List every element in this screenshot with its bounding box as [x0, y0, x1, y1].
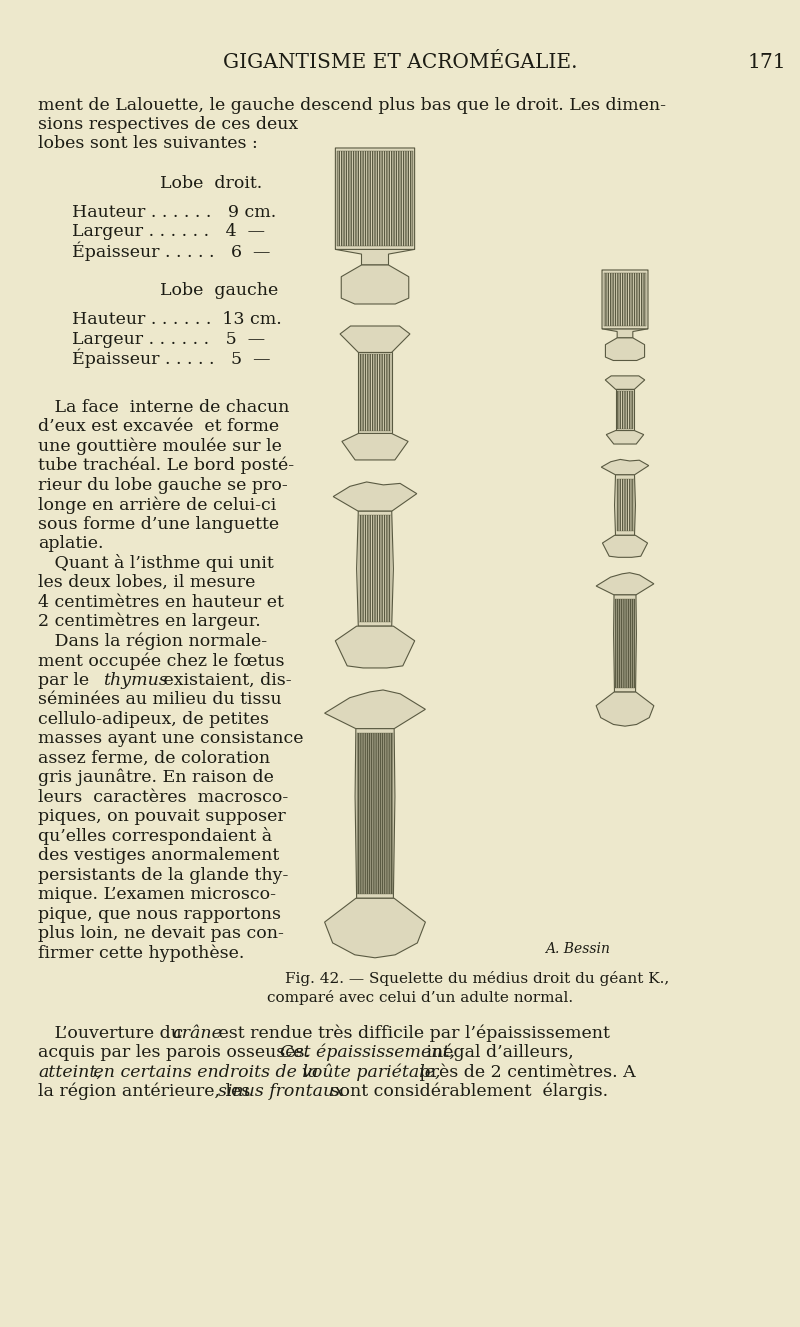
- Polygon shape: [340, 326, 410, 353]
- Polygon shape: [606, 338, 645, 361]
- Polygon shape: [357, 511, 394, 626]
- Polygon shape: [596, 573, 654, 594]
- Polygon shape: [596, 693, 654, 726]
- Text: masses ayant une consistance: masses ayant une consistance: [38, 730, 303, 747]
- Bar: [357, 733, 393, 894]
- Polygon shape: [614, 475, 635, 535]
- Text: Hauteur . . . . . .   9 cm.: Hauteur . . . . . . 9 cm.: [72, 204, 276, 220]
- Text: des vestiges anormalement: des vestiges anormalement: [38, 847, 279, 864]
- Text: existaient, dis-: existaient, dis-: [158, 671, 292, 689]
- Text: d’eux est excavée  et forme: d’eux est excavée et forme: [38, 418, 279, 435]
- Text: Dans la région normale-: Dans la région normale-: [38, 633, 267, 650]
- Text: une gouttière moulée sur le: une gouttière moulée sur le: [38, 438, 282, 455]
- Text: assez ferme, de coloration: assez ferme, de coloration: [38, 750, 270, 767]
- Text: inégal d’ailleurs,: inégal d’ailleurs,: [421, 1044, 574, 1062]
- Polygon shape: [325, 690, 426, 729]
- Text: L’ouverture du: L’ouverture du: [38, 1024, 187, 1042]
- Polygon shape: [342, 265, 409, 304]
- Polygon shape: [325, 898, 426, 958]
- Text: comparé avec celui d’un adulte normal.: comparé avec celui d’un adulte normal.: [267, 990, 573, 1005]
- Bar: [359, 354, 390, 431]
- Polygon shape: [342, 434, 408, 460]
- Polygon shape: [602, 459, 649, 475]
- Text: crâne: crâne: [172, 1024, 222, 1042]
- Text: Largeur . . . . . .   5  —: Largeur . . . . . . 5 —: [72, 330, 265, 348]
- Text: Quant à l’isthme qui unit: Quant à l’isthme qui unit: [38, 555, 274, 572]
- Text: lobes sont les suivantes :: lobes sont les suivantes :: [38, 135, 258, 153]
- Text: tube trachéal. Le bord posté-: tube trachéal. Le bord posté-: [38, 456, 294, 475]
- Text: Lobe  gauche: Lobe gauche: [160, 281, 278, 299]
- Text: sous forme d’une languette: sous forme d’une languette: [38, 516, 279, 532]
- Text: voûte pariétale,: voûte pariétale,: [302, 1063, 441, 1082]
- Text: mique. L’examen microsco-: mique. L’examen microsco-: [38, 886, 276, 904]
- Polygon shape: [355, 729, 395, 898]
- Bar: [359, 515, 390, 622]
- Text: aplatie.: aplatie.: [38, 535, 103, 552]
- Text: firmer cette hypothèse.: firmer cette hypothèse.: [38, 945, 244, 962]
- Text: thymus: thymus: [103, 671, 168, 689]
- Text: 4 centimètres en hauteur et: 4 centimètres en hauteur et: [38, 593, 284, 610]
- Text: Cet épaississement,: Cet épaississement,: [280, 1044, 455, 1062]
- Text: Fig. 42. — Squelette du médius droit du géant K.,: Fig. 42. — Squelette du médius droit du …: [285, 971, 670, 986]
- Polygon shape: [602, 535, 647, 557]
- Bar: [616, 389, 634, 430]
- Text: Lobe  droit.: Lobe droit.: [160, 174, 262, 191]
- Text: les deux lobes, il mesure: les deux lobes, il mesure: [38, 575, 255, 592]
- Text: pique, que nous rapportons: pique, que nous rapportons: [38, 906, 281, 922]
- Text: longe en arrière de celui-ci: longe en arrière de celui-ci: [38, 496, 276, 514]
- Text: ment de Lalouette, le gauche descend plus bas que le droit. Les dimen-: ment de Lalouette, le gauche descend plu…: [38, 97, 666, 114]
- Polygon shape: [606, 376, 645, 389]
- FancyBboxPatch shape: [602, 269, 648, 329]
- Text: en certains endroits de la: en certains endroits de la: [88, 1064, 324, 1080]
- Text: Largeur . . . . . .   4  —: Largeur . . . . . . 4 —: [72, 223, 265, 240]
- Text: persistants de la glande thy-: persistants de la glande thy-: [38, 867, 288, 884]
- Polygon shape: [614, 594, 637, 693]
- Text: 2 centimètres en largeur.: 2 centimètres en largeur.: [38, 613, 261, 630]
- Text: acquis par les parois osseuses.: acquis par les parois osseuses.: [38, 1044, 315, 1062]
- Polygon shape: [333, 482, 417, 511]
- Bar: [604, 273, 646, 326]
- Text: qu’elles correspondaient à: qu’elles correspondaient à: [38, 827, 272, 845]
- Text: piques, on pouvait supposer: piques, on pouvait supposer: [38, 808, 286, 825]
- Text: A. Bessin: A. Bessin: [545, 942, 610, 957]
- Bar: [358, 353, 391, 434]
- Bar: [338, 151, 413, 247]
- Text: sinus frontaux: sinus frontaux: [218, 1083, 344, 1100]
- Text: Épaisseur . . . . .   5  —: Épaisseur . . . . . 5 —: [72, 349, 270, 369]
- Text: par le: par le: [38, 671, 94, 689]
- Text: La face  interne de chacun: La face interne de chacun: [38, 398, 290, 415]
- Polygon shape: [606, 430, 644, 445]
- Text: plus loin, ne devait pas con-: plus loin, ne devait pas con-: [38, 925, 284, 942]
- Text: gris jaunâtre. En raison de: gris jaunâtre. En raison de: [38, 770, 274, 787]
- Text: cellulo-adipeux, de petites: cellulo-adipeux, de petites: [38, 711, 269, 727]
- Text: atteint,: atteint,: [38, 1064, 102, 1080]
- Text: GIGANTISME ET ACROMÉGALIE.: GIGANTISME ET ACROMÉGALIE.: [222, 53, 578, 72]
- Bar: [617, 391, 634, 429]
- Text: Hauteur . . . . . .  13 cm.: Hauteur . . . . . . 13 cm.: [72, 311, 282, 328]
- Text: 171: 171: [748, 53, 786, 72]
- FancyBboxPatch shape: [335, 149, 414, 249]
- Text: leurs  caractères  macrosco-: leurs caractères macrosco-: [38, 788, 288, 805]
- Text: sont considérablement  élargis.: sont considérablement élargis.: [325, 1083, 608, 1100]
- Text: la région antérieure, les: la région antérieure, les: [38, 1083, 256, 1100]
- Polygon shape: [602, 329, 648, 338]
- Text: près de 2 centimètres. A: près de 2 centimètres. A: [414, 1063, 636, 1082]
- Text: Épaisseur . . . . .   6  —: Épaisseur . . . . . 6 —: [72, 242, 270, 261]
- Bar: [617, 479, 634, 531]
- Text: rieur du lobe gauche se pro-: rieur du lobe gauche se pro-: [38, 476, 288, 494]
- Text: ment occupée chez le fœtus: ment occupée chez le fœtus: [38, 652, 285, 670]
- Text: est rendue très difficile par l’épaississement: est rendue très difficile par l’épaissis…: [213, 1024, 610, 1042]
- Polygon shape: [335, 249, 414, 265]
- Text: séminées au milieu du tissu: séminées au milieu du tissu: [38, 691, 282, 709]
- Text: sions respectives de ces deux: sions respectives de ces deux: [38, 115, 298, 133]
- Polygon shape: [335, 626, 414, 667]
- Bar: [615, 598, 635, 689]
